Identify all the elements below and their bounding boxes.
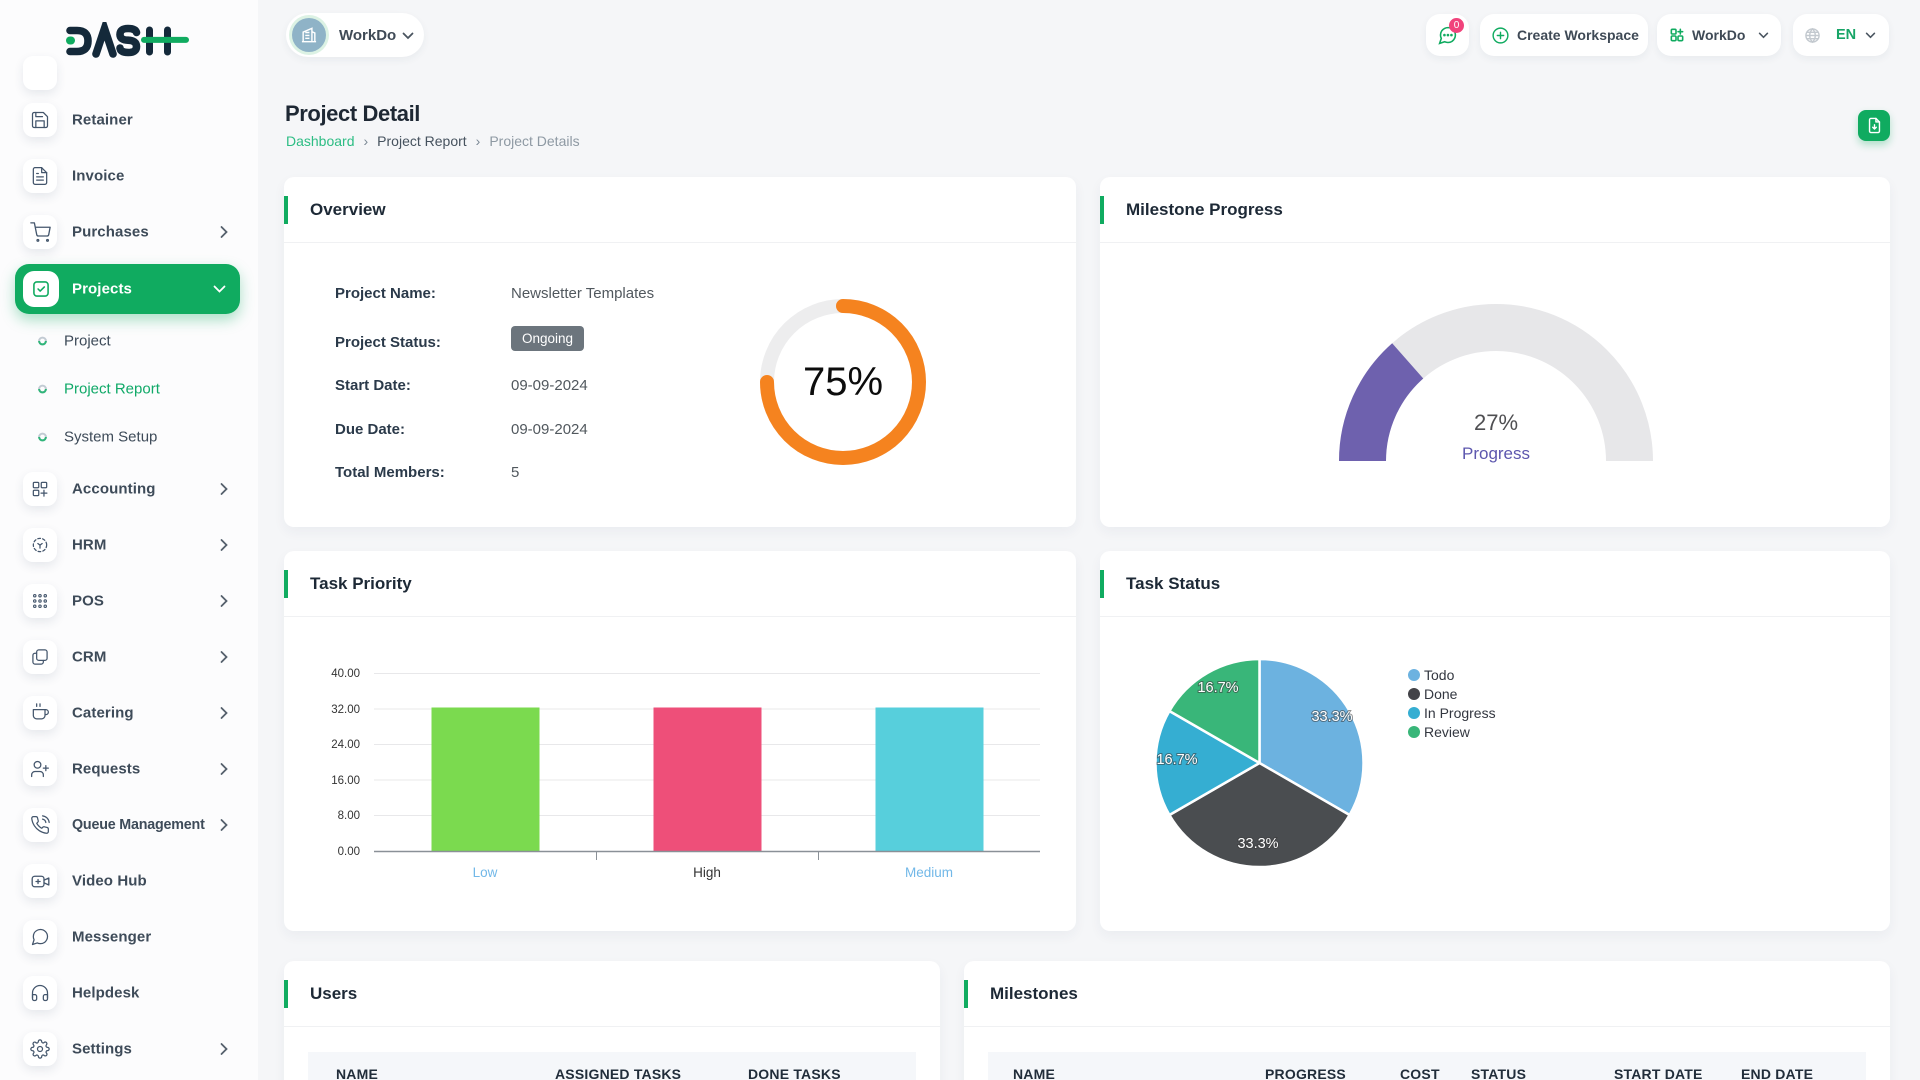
svg-text:33.3%: 33.3%	[1311, 709, 1352, 725]
svg-text:Review: Review	[1424, 724, 1471, 740]
svg-text:16.7%: 16.7%	[1197, 680, 1238, 696]
svg-text:40.00: 40.00	[331, 668, 360, 680]
svg-text:16.7%: 16.7%	[1156, 752, 1197, 768]
svg-text:24.00: 24.00	[331, 739, 360, 751]
svg-text:Todo: Todo	[1424, 667, 1455, 683]
svg-text:Progress: Progress	[1462, 444, 1530, 463]
svg-text:33.3%: 33.3%	[1237, 836, 1278, 852]
svg-text:8.00: 8.00	[338, 810, 360, 822]
svg-text:75%: 75%	[803, 360, 883, 404]
svg-text:Done: Done	[1424, 686, 1458, 702]
svg-text:High: High	[693, 865, 721, 880]
svg-text:Low: Low	[473, 865, 498, 880]
svg-text:0.00: 0.00	[338, 846, 360, 858]
svg-text:27%: 27%	[1474, 410, 1518, 435]
svg-text:In Progress: In Progress	[1424, 705, 1496, 721]
svg-text:Medium: Medium	[905, 865, 953, 880]
svg-text:16.00: 16.00	[331, 775, 360, 787]
svg-text:32.00: 32.00	[331, 704, 360, 716]
